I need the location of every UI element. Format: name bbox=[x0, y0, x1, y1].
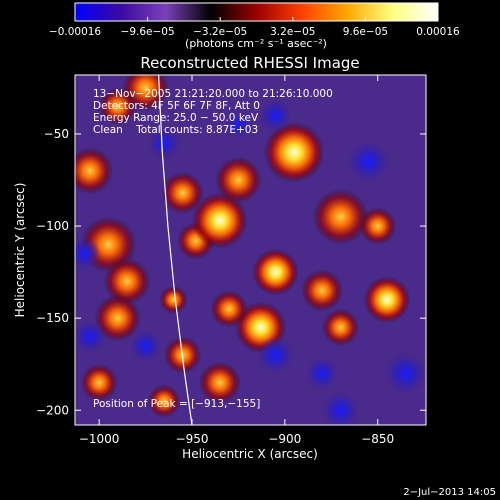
footer-timestamp: 2−Jul−2013 14:05 bbox=[403, 487, 496, 498]
annotation-detectors: Detectors: 4F 5F 6F 7F 8F, Att 0 bbox=[93, 100, 260, 112]
emission-source bbox=[301, 269, 343, 312]
x-tick-label: −900 bbox=[268, 432, 301, 446]
negative-region bbox=[322, 391, 360, 425]
negative-region bbox=[129, 329, 162, 363]
annotation-energy-range: Energy Range: 25.0 − 50.0 keV bbox=[93, 112, 259, 124]
emission-source bbox=[322, 308, 360, 346]
colorbar bbox=[74, 2, 439, 22]
emission-source bbox=[192, 192, 248, 249]
colorbar-tick-label: −0.00016 bbox=[49, 26, 102, 38]
y-tick-label: −100 bbox=[36, 219, 69, 233]
peak-position-label: Position of Peak = [−913,−155] bbox=[93, 398, 260, 410]
emission-source bbox=[80, 364, 118, 402]
negative-region bbox=[347, 140, 390, 183]
emission-source bbox=[159, 285, 188, 314]
emission-source bbox=[215, 156, 262, 204]
solar-limb-line bbox=[158, 75, 193, 425]
emission-source bbox=[363, 276, 411, 323]
colorbar-tick-label: −3.2e−05 bbox=[193, 26, 247, 38]
emission-source bbox=[359, 207, 397, 245]
negative-region bbox=[257, 336, 295, 374]
heatmap-image bbox=[75, 75, 426, 425]
negative-region bbox=[384, 352, 426, 395]
x-axis-ticks: −1000 −950 −900 −850 bbox=[79, 75, 394, 446]
emission-source bbox=[94, 294, 141, 342]
y-axis-ticks: −50 −100 −150 −200 bbox=[36, 127, 426, 417]
negative-region bbox=[75, 320, 107, 353]
chart-title: Reconstructed RHESSI Image bbox=[140, 54, 359, 72]
y-tick-label: −200 bbox=[36, 403, 69, 417]
colorbar-tick-label: 9.6e−05 bbox=[343, 26, 388, 38]
x-tick-label: −1000 bbox=[79, 432, 120, 446]
colorbar-tick-label: 3.2e−05 bbox=[270, 26, 315, 38]
emission-source bbox=[252, 248, 299, 296]
negative-region bbox=[259, 99, 292, 132]
x-axis-label: Heliocentric X (arcsec) bbox=[182, 447, 318, 461]
y-axis-label: Heliocentric Y (arcsec) bbox=[13, 183, 27, 318]
negative-region bbox=[147, 126, 181, 160]
negative-region bbox=[224, 110, 253, 139]
annotation-time-range: 13−Nov−2005 21:21:20.000 to 21:26:10.000 bbox=[93, 88, 333, 100]
negative-region bbox=[305, 357, 339, 390]
y-tick-label: −150 bbox=[36, 311, 69, 325]
emission-source bbox=[75, 147, 114, 194]
emission-source bbox=[263, 122, 325, 183]
emission-source bbox=[103, 258, 151, 305]
annotation-clean-counts: Clean Total counts: 8.87E+03 bbox=[93, 124, 258, 136]
emission-source bbox=[210, 290, 248, 328]
emission-source bbox=[161, 172, 204, 214]
colorbar-tick-label: 0.00016 bbox=[416, 26, 460, 38]
colorbar-ticks: −0.00016 −9.6e−05 −3.2e−05 3.2e−05 9.6e−05 0.… bbox=[49, 17, 460, 38]
emission-source bbox=[312, 188, 369, 245]
x-tick-label: −850 bbox=[361, 432, 394, 446]
x-tick-label: −950 bbox=[176, 432, 209, 446]
negative-region bbox=[75, 237, 101, 270]
colorbar-tick-label: −9.6e−05 bbox=[121, 26, 175, 38]
emission-source bbox=[147, 384, 181, 418]
y-tick-label: −50 bbox=[44, 127, 69, 141]
emission-source bbox=[198, 361, 241, 404]
emission-source bbox=[99, 87, 137, 125]
plot-frame bbox=[74, 74, 427, 426]
colorbar-unit: (photons cm⁻² s⁻¹ asec⁻²) bbox=[185, 37, 327, 50]
